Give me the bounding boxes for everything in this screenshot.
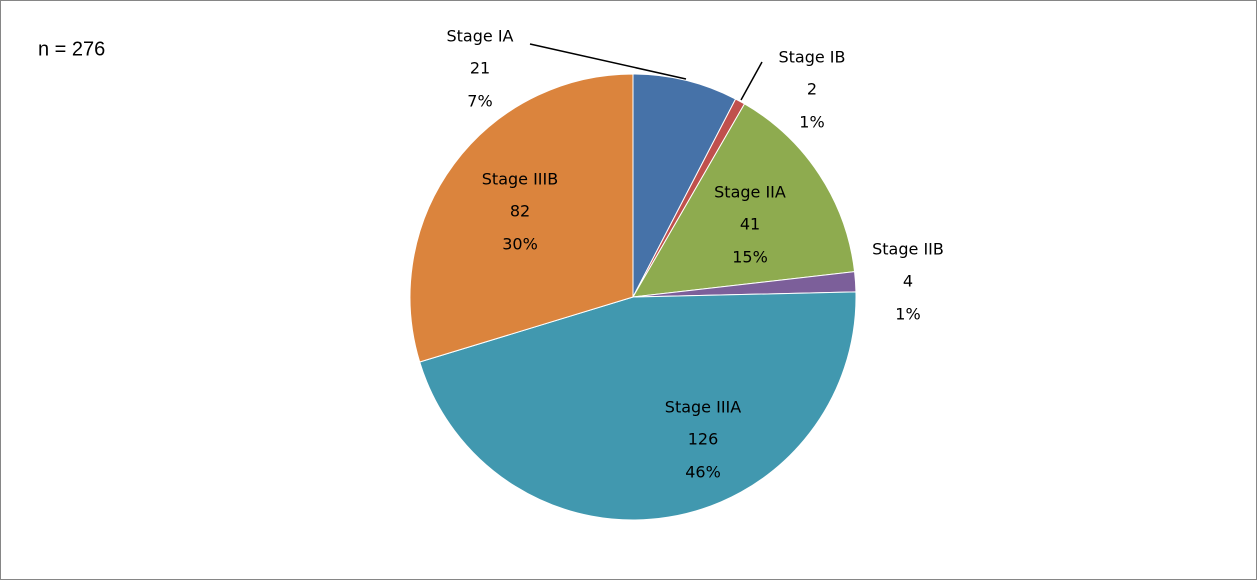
data-label-name: Stage IB	[778, 48, 845, 67]
leader-line	[740, 61, 763, 101]
data-label-percent: 30%	[502, 235, 538, 254]
data-label-percent: 15%	[732, 248, 768, 267]
data-label-value: 21	[470, 59, 490, 78]
data-label-name: Stage IIIB	[482, 170, 558, 189]
pie-slice	[409, 73, 634, 363]
data-label-percent: 1%	[799, 113, 824, 132]
data-label-value: 4	[903, 272, 913, 291]
leader-line	[529, 43, 687, 80]
data-label-name: Stage IA	[447, 27, 514, 46]
annotation: n = 276	[38, 38, 105, 60]
pie-slice	[419, 291, 857, 521]
pie-slice	[632, 73, 737, 298]
data-label-value: 41	[740, 215, 760, 234]
data-label-percent: 46%	[685, 463, 721, 482]
data-label-value: 126	[688, 430, 719, 449]
data-label-name: Stage IIB	[872, 240, 944, 259]
data-label-name: Stage IIA	[714, 183, 786, 202]
data-label-name: Stage IIIA	[665, 398, 741, 417]
data-label-percent: 7%	[467, 92, 492, 111]
data-label-value: 2	[807, 80, 817, 99]
data-label-value: 82	[510, 202, 530, 221]
pie-slice	[632, 103, 856, 298]
data-label-percent: 1%	[895, 305, 920, 324]
